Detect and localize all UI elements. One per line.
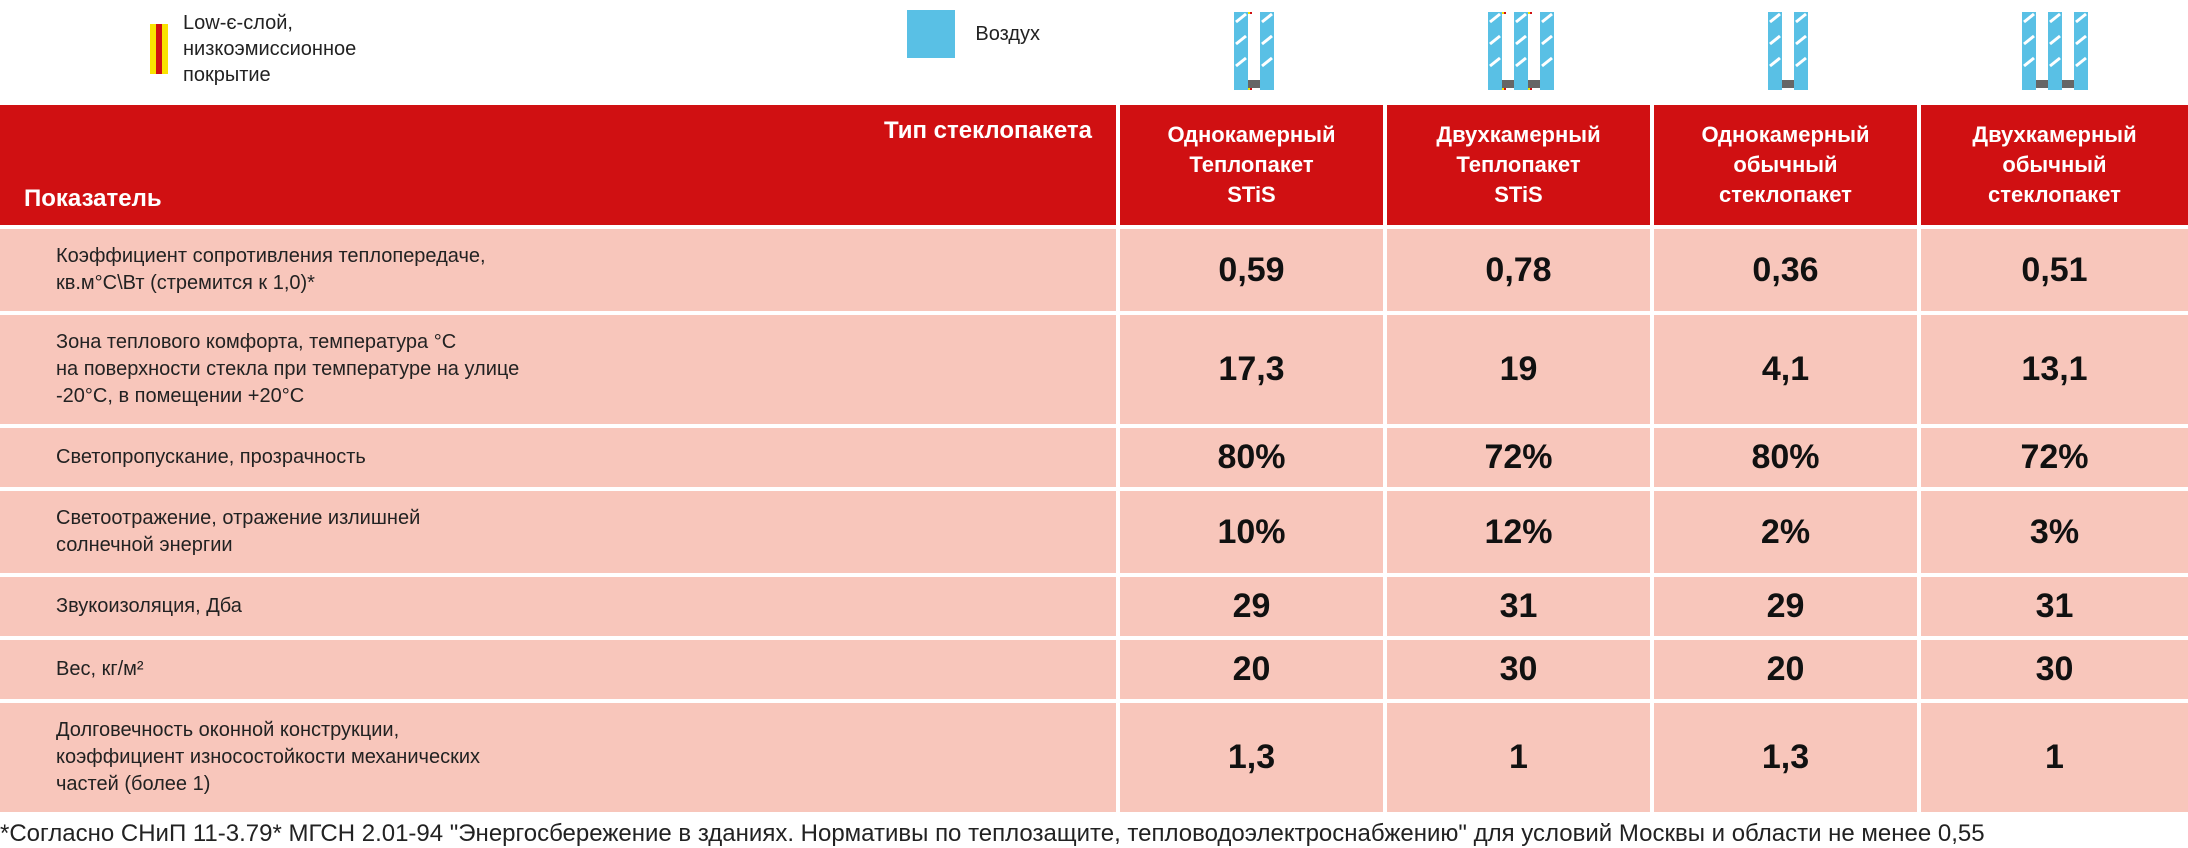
header-col-0: ОднокамерныйТеплопакетSTiS [1120, 105, 1387, 225]
row-label: Светоотражение, отражение излишнейсолнеч… [0, 487, 1120, 573]
row-value: 30 [1921, 636, 2188, 699]
comparison-table: Тип стеклопакета Показатель Однокамерный… [0, 105, 2188, 812]
row-value: 12% [1387, 487, 1654, 573]
row-value: 0,36 [1654, 225, 1921, 311]
row-value: 1 [1921, 699, 2188, 812]
legend-air: Воздух [907, 10, 1040, 58]
row-value: 72% [1921, 424, 2188, 487]
double-glass-icon [2018, 12, 2092, 90]
row-value: 31 [1387, 573, 1654, 636]
table-row: Светоотражение, отражение излишнейсолнеч… [0, 487, 2188, 573]
table-row: Вес, кг/м²20302030 [0, 636, 2188, 699]
diagram-cell [1654, 10, 1921, 90]
header-corner-cell: Тип стеклопакета Показатель [0, 105, 1120, 225]
row-label: Коэффициент сопротивления теплопередаче,… [0, 225, 1120, 311]
row-value: 17,3 [1120, 311, 1387, 424]
table-row: Звукоизоляция, Дба29312931 [0, 573, 2188, 636]
lowe-double-glass-icon [1484, 12, 1558, 90]
row-value: 31 [1921, 573, 2188, 636]
lowe-color-key-icon [150, 24, 168, 74]
row-value: 3% [1921, 487, 2188, 573]
legend-lowe-label: Low-є-слой,низкоэмиссионное покрытие [183, 10, 427, 88]
diagram-row [1120, 10, 2188, 90]
row-value: 0,78 [1387, 225, 1654, 311]
header-col-3: Двухкамерныйобычныйстеклопакет [1921, 105, 2188, 225]
diagram-cell [1921, 10, 2188, 90]
row-value: 30 [1387, 636, 1654, 699]
table-row: Зона теплового комфорта, температура °Сн… [0, 311, 2188, 424]
table-row: Коэффициент сопротивления теплопередаче,… [0, 225, 2188, 311]
row-value: 72% [1387, 424, 1654, 487]
air-color-key-icon [907, 10, 955, 58]
row-value: 10% [1120, 487, 1387, 573]
row-value: 29 [1120, 573, 1387, 636]
row-value: 13,1 [1921, 311, 2188, 424]
row-value: 1,3 [1654, 699, 1921, 812]
row-value: 20 [1120, 636, 1387, 699]
header-indicator-label: Показатель [24, 185, 162, 213]
header-col-1: ДвухкамерныйТеплопакетSTiS [1387, 105, 1654, 225]
single-glass-icon [1764, 12, 1812, 90]
row-value: 19 [1387, 311, 1654, 424]
lowe-single-glass-icon [1230, 12, 1278, 90]
header-col-2: Однокамерныйобычныйстеклопакет [1654, 105, 1921, 225]
row-label: Звукоизоляция, Дба [0, 573, 1120, 636]
legend-lowe: Low-є-слой,низкоэмиссионное покрытие [150, 10, 427, 88]
row-value: 29 [1654, 573, 1921, 636]
header-type-label: Тип стеклопакета [884, 117, 1092, 145]
diagram-cell [1120, 10, 1387, 90]
row-value: 2% [1654, 487, 1921, 573]
row-value: 0,51 [1921, 225, 2188, 311]
row-value: 4,1 [1654, 311, 1921, 424]
table-row: Светопропускание, прозрачность80%72%80%7… [0, 424, 2188, 487]
row-value: 1,3 [1120, 699, 1387, 812]
row-label: Зона теплового комфорта, температура °Сн… [0, 311, 1120, 424]
row-value: 1 [1387, 699, 1654, 812]
row-label: Вес, кг/м² [0, 636, 1120, 699]
table-header-row: Тип стеклопакета Показатель Однокамерный… [0, 105, 2188, 225]
diagram-cell [1387, 10, 1654, 90]
row-value: 80% [1654, 424, 1921, 487]
legend-air-label: Воздух [975, 21, 1040, 47]
footnote-text: *Согласно СНиП 11-3.79* МГСН 2.01-94 "Эн… [0, 812, 2188, 848]
row-value: 20 [1654, 636, 1921, 699]
table-row: Долговечность оконной конструкции,коэффи… [0, 699, 2188, 812]
row-value: 0,59 [1120, 225, 1387, 311]
row-label: Светопропускание, прозрачность [0, 424, 1120, 487]
legend-row: Low-є-слой,низкоэмиссионное покрытие Воз… [0, 10, 2188, 90]
row-value: 80% [1120, 424, 1387, 487]
row-label: Долговечность оконной конструкции,коэффи… [0, 699, 1120, 812]
